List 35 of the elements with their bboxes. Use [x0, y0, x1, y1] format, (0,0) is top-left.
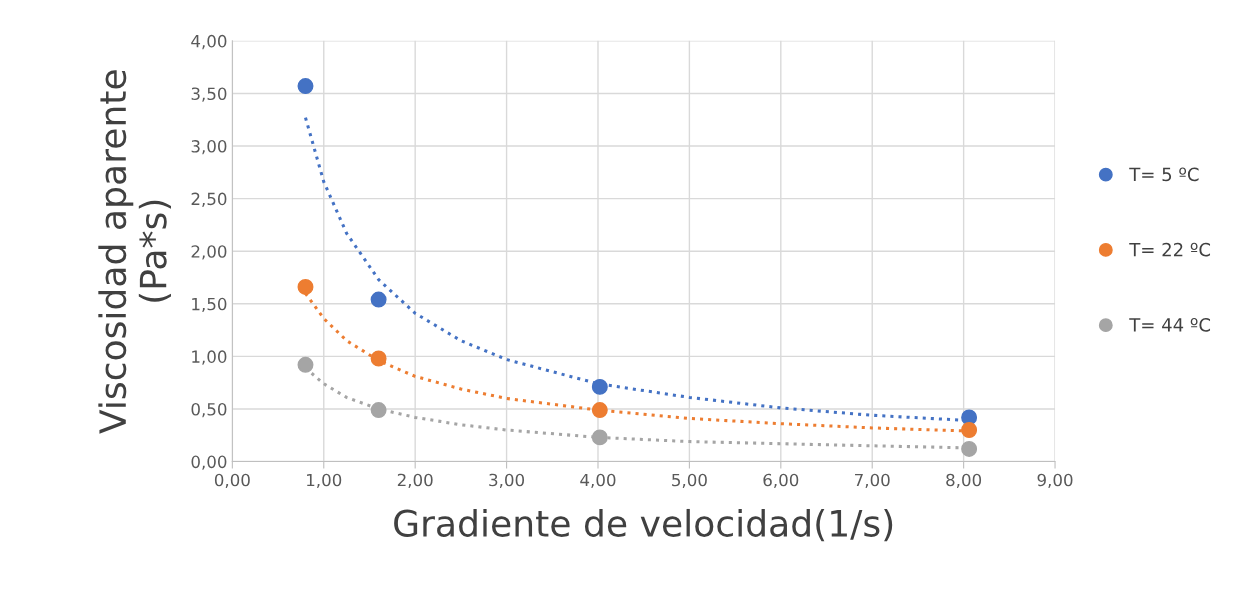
x-tick-label: 0,00 [214, 473, 250, 488]
y-tick-label: 3,00 [191, 140, 227, 155]
point [591, 378, 608, 395]
x-tick-label: 1,00 [307, 473, 342, 488]
y-axis-title: Viscosidad aparente (Pa*s) [98, 70, 171, 434]
y-tick-label: 3,50 [191, 87, 227, 102]
y-tick-label: 2,50 [191, 192, 227, 207]
point [591, 429, 608, 446]
x-axis-title: Gradiente de velocidad(1/s) [394, 508, 893, 542]
legend-label: T= 5 ºC [1129, 167, 1199, 182]
point [297, 356, 314, 373]
x-tick-label: 7,00 [855, 473, 890, 488]
x-tick-label: 5,00 [672, 473, 707, 488]
x-tick-label: 3,00 [489, 473, 525, 488]
point [961, 422, 978, 438]
point [370, 291, 387, 308]
x-tick-label: 6,00 [763, 473, 799, 488]
point [297, 278, 314, 295]
x-tick-label: 4,00 [580, 473, 616, 488]
y-tick-label: 1,50 [192, 297, 227, 313]
x-tick-label: 2,00 [397, 473, 433, 488]
y-tick-label: 1,00 [192, 350, 227, 365]
point [297, 78, 314, 95]
legend-label: T= 22 ºC [1129, 242, 1211, 257]
x-tick-label: 8,00 [946, 473, 982, 488]
y-tick-label: 4,00 [191, 34, 227, 50]
x-tick-label: 9,00 [1037, 473, 1073, 488]
legend-label: T= 44 ºC [1129, 318, 1211, 332]
y-tick-label: 0,50 [191, 402, 227, 418]
point [370, 350, 387, 367]
y-tick-label: 0,00 [191, 455, 227, 470]
point [370, 402, 387, 419]
point [961, 440, 978, 457]
point [591, 402, 608, 419]
y-tick-label: 2,00 [191, 245, 227, 260]
